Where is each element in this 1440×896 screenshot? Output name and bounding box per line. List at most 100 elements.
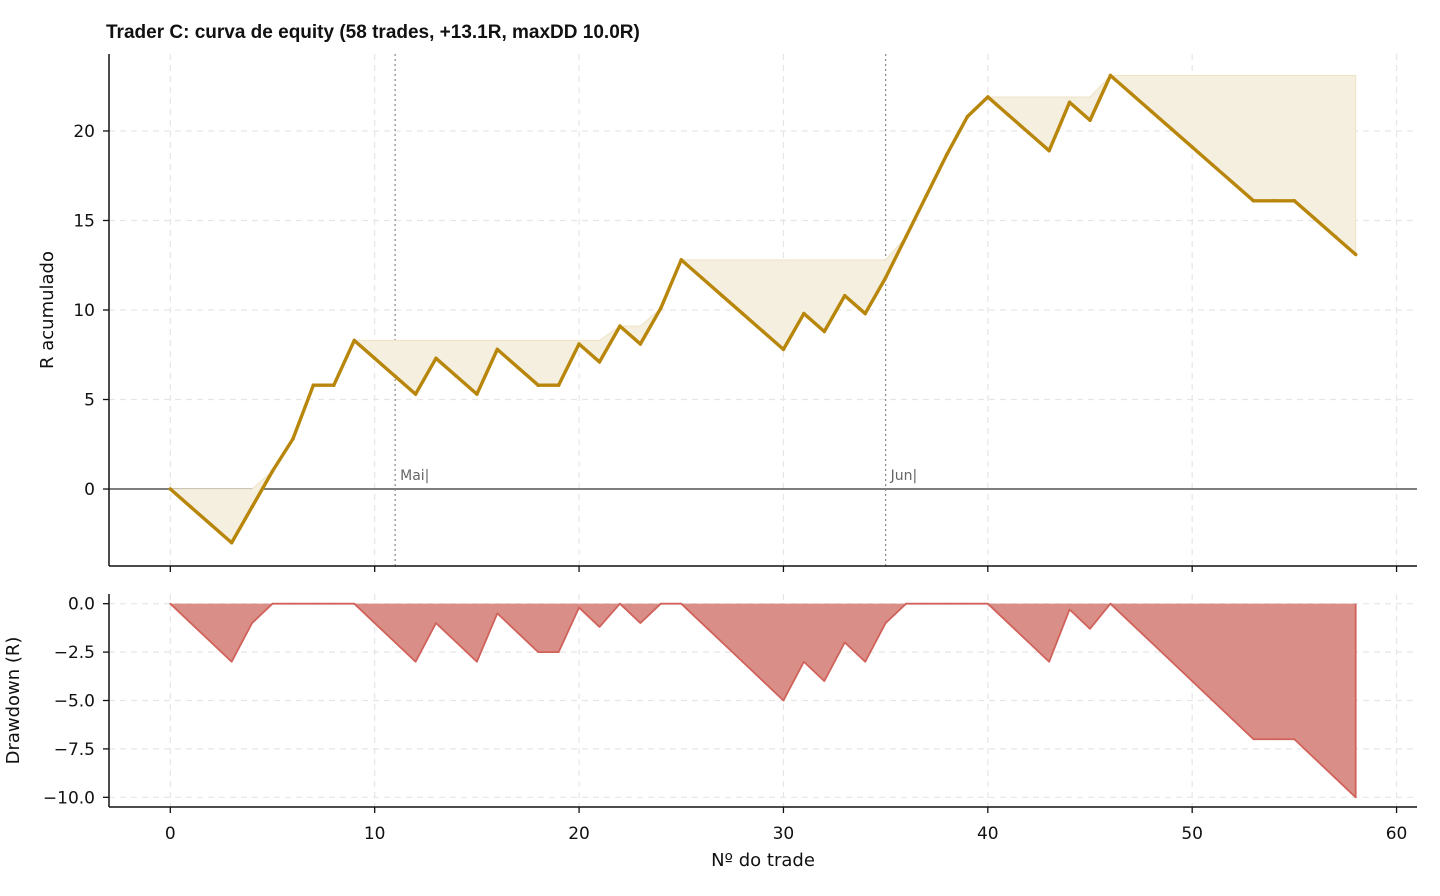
x-ticks: 0 10 20 30 40 50 60 [165,807,1407,844]
drawdown-segment [1130,622,1152,644]
drawdown-point [1273,738,1275,741]
drawdown-point [721,641,724,644]
equity-point [393,374,397,378]
drawdown-point [271,602,274,605]
drawdown-point [373,622,376,624]
equity-segment [740,311,765,334]
drawdown-point [496,612,499,615]
drawdown-segment [680,603,703,624]
equity-point [1272,199,1276,203]
x-tick-label: 40 [977,824,999,844]
equity-segment [189,505,213,527]
equity-segment [495,347,520,369]
equity-point [189,505,193,509]
equity-point [270,469,275,473]
drawdown-point [1109,602,1112,605]
drawdown-segment [803,661,825,682]
equity-point [229,541,234,545]
equity-point [883,276,888,280]
equity-point [1292,199,1297,203]
drawdown-segment [1048,609,1071,663]
equity-segment [516,365,540,387]
equity-point [618,324,622,328]
equity-point [1006,113,1010,117]
equity-point [495,347,500,352]
equity-segment [638,306,663,346]
drawdown-segment [1109,603,1132,624]
drawdown-point [762,680,764,683]
equity-segment [229,505,254,545]
drawdown-point [1354,796,1357,799]
equity-segment [556,342,581,387]
equity-segment [1170,127,1194,149]
equity-segment [597,324,622,364]
equity-segment [822,293,847,334]
equity-data-points [168,73,1358,545]
equity-segment [1292,199,1317,221]
equity-segment [781,311,806,352]
equity-segment [863,276,888,316]
equity-y-tick-label: 20 [73,122,95,142]
drawdown-segment [374,622,396,644]
drawdown-point [680,602,683,605]
drawdown-segment [496,612,519,634]
drawdown-segment [1171,661,1193,682]
equity-point [372,356,377,361]
drawdown-point [537,651,540,653]
equity-segment [924,152,949,198]
equity-segment [454,374,479,396]
equity-segment [761,329,786,352]
equity-y-tick-label: 10 [73,301,95,321]
drawdown-segment [455,641,478,663]
drawdown-segment [885,603,907,624]
equity-segment [1231,181,1256,203]
drawdown-segment [210,641,233,663]
equity-point [413,392,418,396]
equity-segment [1190,145,1215,167]
drawdown-point [557,651,560,653]
drawdown-point [394,641,397,644]
drawdown-y-tick-label: 0.0 [68,595,95,615]
equity-segment [699,276,724,298]
month-markers: Mai| Jun| [394,54,917,566]
equity-segment [1047,100,1072,153]
equity-point [332,383,336,387]
x-tick-label: 0 [165,824,176,844]
drawdown-point [966,602,969,605]
drawdown-segment [1232,719,1255,740]
equity-segment [986,95,1010,117]
equity-segment [945,114,970,156]
equity-point [454,374,459,378]
equity-segment [618,324,643,346]
equity-point [986,95,990,99]
drawdown-segment [1068,608,1091,630]
drawdown-point [925,602,928,605]
drawdown-segment [557,607,580,653]
equity-point [699,276,704,280]
equity-point [659,306,663,310]
drawdown-segment [578,606,601,628]
equity-point [843,293,847,298]
drawdown-segment [1212,699,1234,721]
drawdown-segment [701,622,723,644]
equity-segment [352,338,377,361]
drawdown-point [353,602,356,605]
drawdown-point [210,641,213,644]
equity-point [434,356,438,361]
drawdown-point [1313,757,1316,760]
equity-segment [1210,163,1235,185]
equity-segment [1313,216,1337,239]
equity-segment [413,356,438,396]
drawdown-segment [1028,641,1050,663]
drawdown-point [1211,699,1214,702]
x-tick-label: 50 [1181,824,1203,844]
drawdown-point [986,602,989,605]
drawdown-segment [598,603,621,628]
drawdown-point [169,602,172,605]
equity-point [822,329,827,334]
drawdown-segment [844,641,866,663]
chart-title: Trader C: curva de equity (58 trades, +1… [106,22,640,43]
drawdown-point [864,660,867,663]
equity-segment [1108,73,1133,96]
